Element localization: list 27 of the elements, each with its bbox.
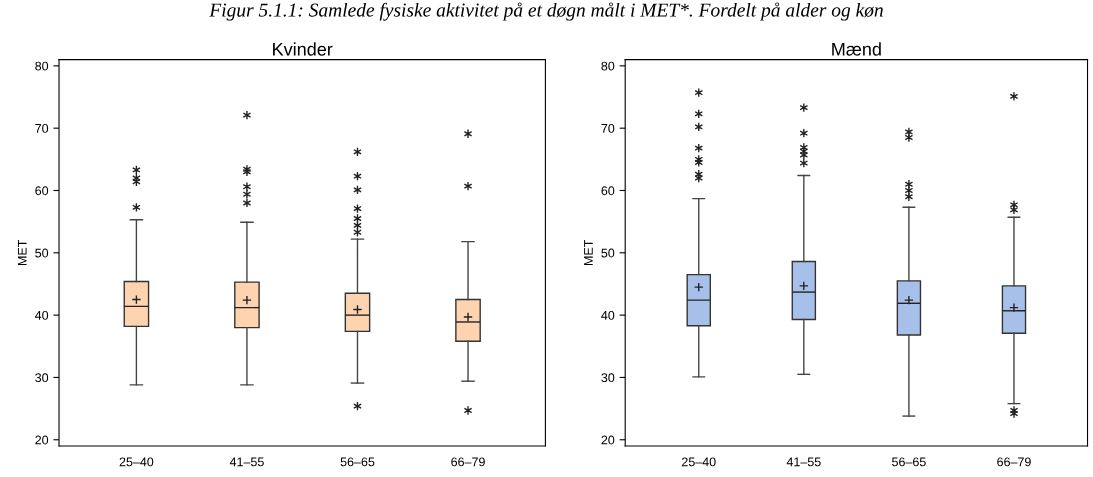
x-tick-label: 56–65 bbox=[892, 457, 926, 467]
y-tick-label: 40 bbox=[34, 310, 49, 320]
y-tick-label: 60 bbox=[601, 186, 615, 196]
x-tick-label: 66–79 bbox=[997, 457, 1031, 467]
x-tick-label: 56–65 bbox=[340, 457, 375, 467]
y-tick-label: 70 bbox=[601, 123, 615, 133]
x-tick-label: 41–55 bbox=[229, 457, 264, 467]
x-tick-label: 41–55 bbox=[786, 457, 821, 467]
y-tick-label: 20 bbox=[601, 435, 615, 445]
y-tick-label: 50 bbox=[601, 248, 615, 258]
x-tick-label: 25–40 bbox=[682, 457, 716, 467]
y-tick-label: 50 bbox=[35, 248, 49, 258]
y-tick-label: 40 bbox=[601, 310, 615, 320]
chart-title: Kvinder bbox=[273, 42, 333, 56]
y-tick-label: 30 bbox=[35, 373, 49, 383]
chart-title: Mænd bbox=[832, 42, 881, 56]
y-axis-title: MET bbox=[17, 239, 27, 265]
y-axis-title: MET bbox=[584, 239, 593, 265]
y-tick-label: 70 bbox=[35, 123, 49, 133]
y-tick-label: 80 bbox=[35, 61, 49, 71]
y-tick-label: 20 bbox=[35, 435, 49, 445]
y-tick-label: 60 bbox=[35, 186, 49, 196]
y-tick-label: 30 bbox=[601, 373, 615, 383]
text: Figur 5.1.1: Samlede fysiske aktivitet på et døgn målt i MET*. Fordelt på alder og køn bbox=[209, 2, 883, 21]
y-tick-label: 80 bbox=[601, 61, 615, 71]
x-tick-label: 25–40 bbox=[119, 457, 154, 467]
x-tick-label: 66–79 bbox=[451, 457, 485, 467]
